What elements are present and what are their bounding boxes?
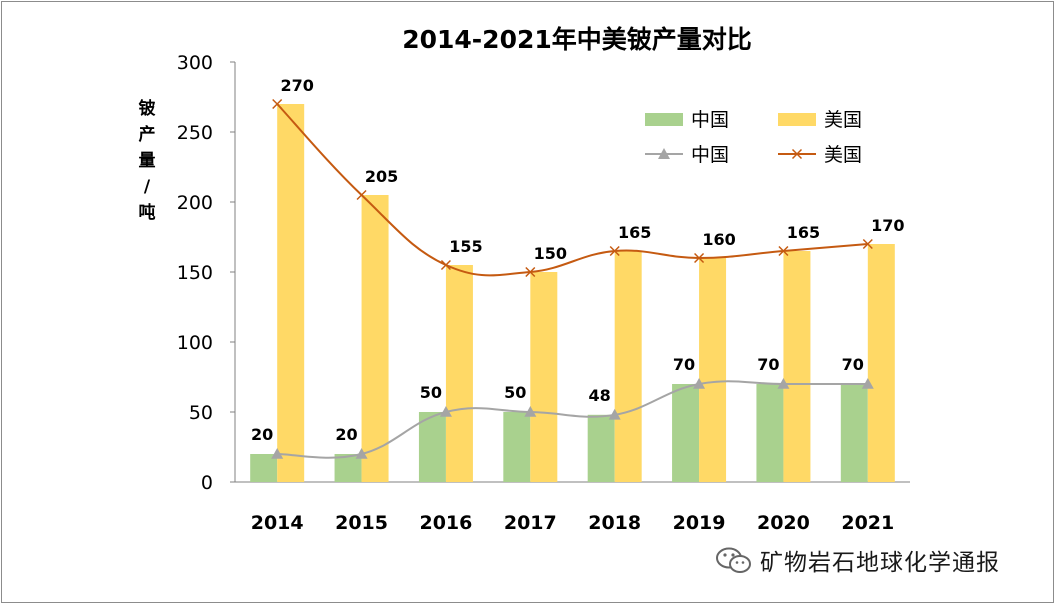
data-label-usa: 155 [449, 237, 482, 256]
bar-usa [867, 244, 895, 482]
legend-label: 美国 [824, 144, 862, 166]
legend-label: 中国 [691, 144, 729, 166]
data-label-usa: 205 [365, 167, 398, 186]
data-label-china: 50 [420, 383, 442, 402]
line-china [277, 380, 868, 459]
y-tick-label: 100 [177, 332, 213, 354]
watermark-text: 矿物岩石地球化学通报 [760, 550, 1000, 576]
y-tick-label: 50 [189, 402, 213, 424]
data-label-china: 48 [589, 386, 611, 405]
legend-label: 中国 [691, 109, 729, 131]
y-axis-label-char: 产 [139, 124, 156, 145]
data-label-usa: 165 [787, 223, 820, 242]
y-tick-label: 250 [177, 122, 213, 144]
legend-label: 美国 [824, 109, 862, 131]
data-label-china: 70 [673, 355, 695, 374]
bar-china [418, 412, 446, 482]
line-marker-usa [862, 238, 873, 250]
data-label-usa: 160 [702, 230, 735, 249]
line-marker-china [608, 408, 621, 420]
x-tick-label: 2021 [841, 512, 894, 534]
data-label-china: 20 [335, 425, 357, 444]
bar-usa [699, 258, 727, 482]
line-marker-china [524, 406, 537, 417]
bar-china [756, 384, 784, 482]
line-marker-china [693, 378, 706, 389]
x-tick-label: 2014 [251, 512, 304, 534]
watermark: 矿物岩石地球化学通报 [714, 540, 1000, 580]
y-axis-label-char: 吨 [139, 202, 156, 223]
y-tick-label: 200 [177, 192, 213, 214]
data-label-china: 20 [251, 425, 273, 444]
line-marker-usa [778, 245, 789, 257]
line-marker-usa [694, 252, 705, 264]
x-tick-label: 2017 [504, 512, 557, 534]
data-label-china: 70 [757, 355, 779, 374]
line-marker-usa [609, 245, 620, 257]
legend-marker [791, 148, 803, 160]
legend-marker [658, 148, 670, 159]
data-label-china: 50 [504, 383, 526, 402]
data-label-usa: 270 [280, 76, 313, 95]
line-marker-usa [440, 259, 451, 271]
line-marker-usa [356, 189, 367, 201]
line-marker-china [271, 448, 284, 459]
x-tick-label: 2015 [335, 512, 388, 534]
line-marker-usa [272, 98, 283, 110]
y-axis-label-char: / [144, 177, 151, 197]
line-marker-china [777, 378, 790, 389]
bar-usa [783, 251, 811, 482]
line-marker-china [355, 448, 368, 459]
line-marker-usa [525, 266, 536, 278]
data-label-usa: 165 [618, 223, 651, 242]
legend-swatch [778, 113, 816, 126]
bar-usa [530, 272, 558, 482]
chart-title: 2014-2021年中美铍产量对比 [402, 25, 752, 54]
x-tick-label: 2020 [757, 512, 810, 534]
wechat-icon [716, 547, 751, 573]
data-label-usa: 170 [871, 216, 904, 235]
x-tick-label: 2019 [673, 512, 726, 534]
bar-china [840, 384, 868, 482]
x-tick-label: 2016 [419, 512, 472, 534]
y-axis-label-char: 铍 [139, 98, 156, 119]
data-label-china: 70 [842, 355, 864, 374]
legend-swatch [645, 113, 683, 126]
line-marker-china [439, 406, 452, 417]
y-tick-label: 300 [177, 52, 213, 74]
data-label-usa: 150 [534, 244, 567, 263]
bar-usa [614, 251, 642, 482]
y-axis-label-char: 量 [139, 150, 156, 171]
bar-usa [277, 104, 305, 482]
y-tick-label: 0 [201, 472, 213, 494]
x-tick-label: 2018 [588, 512, 641, 534]
bar-china [672, 384, 700, 482]
line-marker-china [861, 378, 874, 389]
bar-usa [445, 265, 473, 482]
bar-china [587, 414, 615, 482]
y-tick-label: 150 [177, 262, 213, 284]
bar-china [503, 412, 531, 482]
bar-usa [361, 195, 389, 482]
